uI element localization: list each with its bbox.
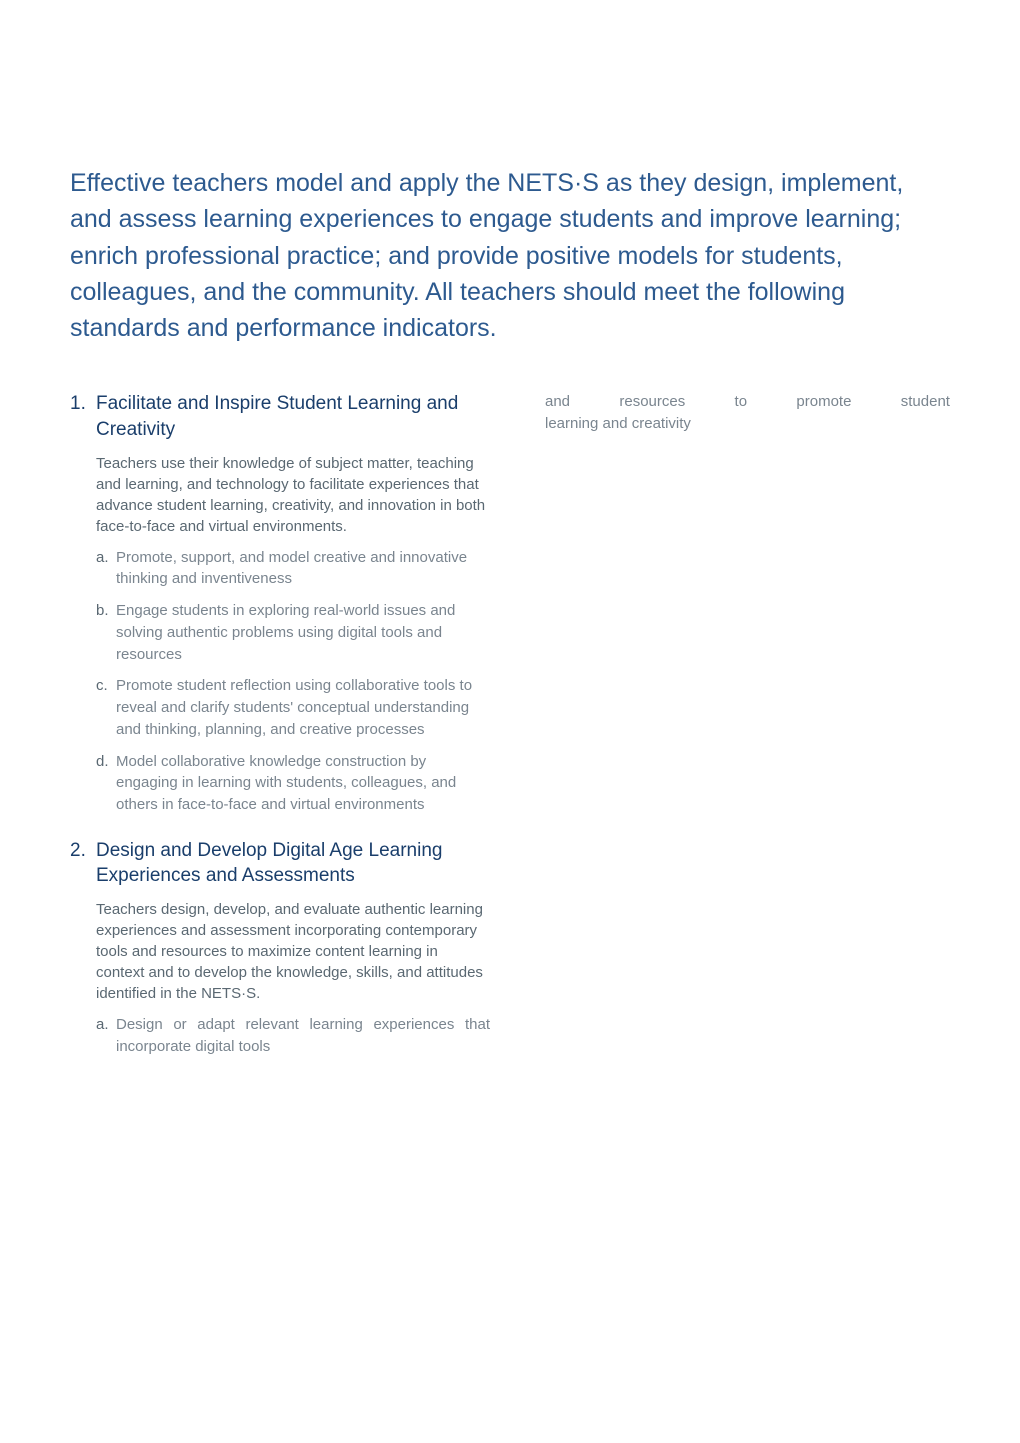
section-2-body: Teachers design, develop, and evaluate a… [96,899,490,1004]
section-1-number: 1. [70,391,96,442]
item-letter: a. [96,547,116,591]
item-text: Engage students in exploring real-world … [116,600,490,665]
left-column: 1. Facilitate and Inspire Student Learni… [70,391,490,1079]
two-column-layout: 1. Facilitate and Inspire Student Learni… [70,391,950,1079]
section-2-list: a. Design or adapt relevant learning exp… [96,1014,490,1058]
item-text: Design or adapt relevant learning experi… [116,1014,490,1058]
fragment-word: resources [619,391,685,413]
item-letter: d. [96,751,116,816]
section-2-title: 2. Design and Develop Digital Age Learni… [70,838,490,889]
list-item: d. Model collaborative knowledge constru… [96,751,490,816]
list-item: c. Promote student reflection using coll… [96,675,490,740]
section-1-title: 1. Facilitate and Inspire Student Learni… [70,391,490,442]
item-text: Promote, support, and model creative and… [116,547,490,591]
continuation-fragment: and resources to promote student learnin… [545,391,950,435]
fragment-word: to [735,391,748,413]
list-item: a. Promote, support, and model creative … [96,547,490,591]
item-text: Promote student reflection using collabo… [116,675,490,740]
fragment-word: promote [796,391,851,413]
fragment-line-1: and resources to promote student [545,391,950,413]
right-column: and resources to promote student learnin… [545,391,950,1079]
fragment-word: and [545,391,570,413]
section-1-title-text: Facilitate and Inspire Student Learning … [96,391,490,442]
section-2-title-text: Design and Develop Digital Age Learning … [96,838,490,889]
section-2-number: 2. [70,838,96,889]
section-1-list: a. Promote, support, and model creative … [96,547,490,816]
item-letter: c. [96,675,116,740]
intro-paragraph: Effective teachers model and apply the N… [70,165,950,346]
fragment-word: student [901,391,950,413]
fragment-line-2: learning and creativity [545,413,950,435]
item-letter: b. [96,600,116,665]
list-item: b. Engage students in exploring real-wor… [96,600,490,665]
list-item: a. Design or adapt relevant learning exp… [96,1014,490,1058]
item-letter: a. [96,1014,116,1058]
section-1-body: Teachers use their knowledge of subject … [96,453,490,537]
item-text: Model collaborative knowledge constructi… [116,751,490,816]
